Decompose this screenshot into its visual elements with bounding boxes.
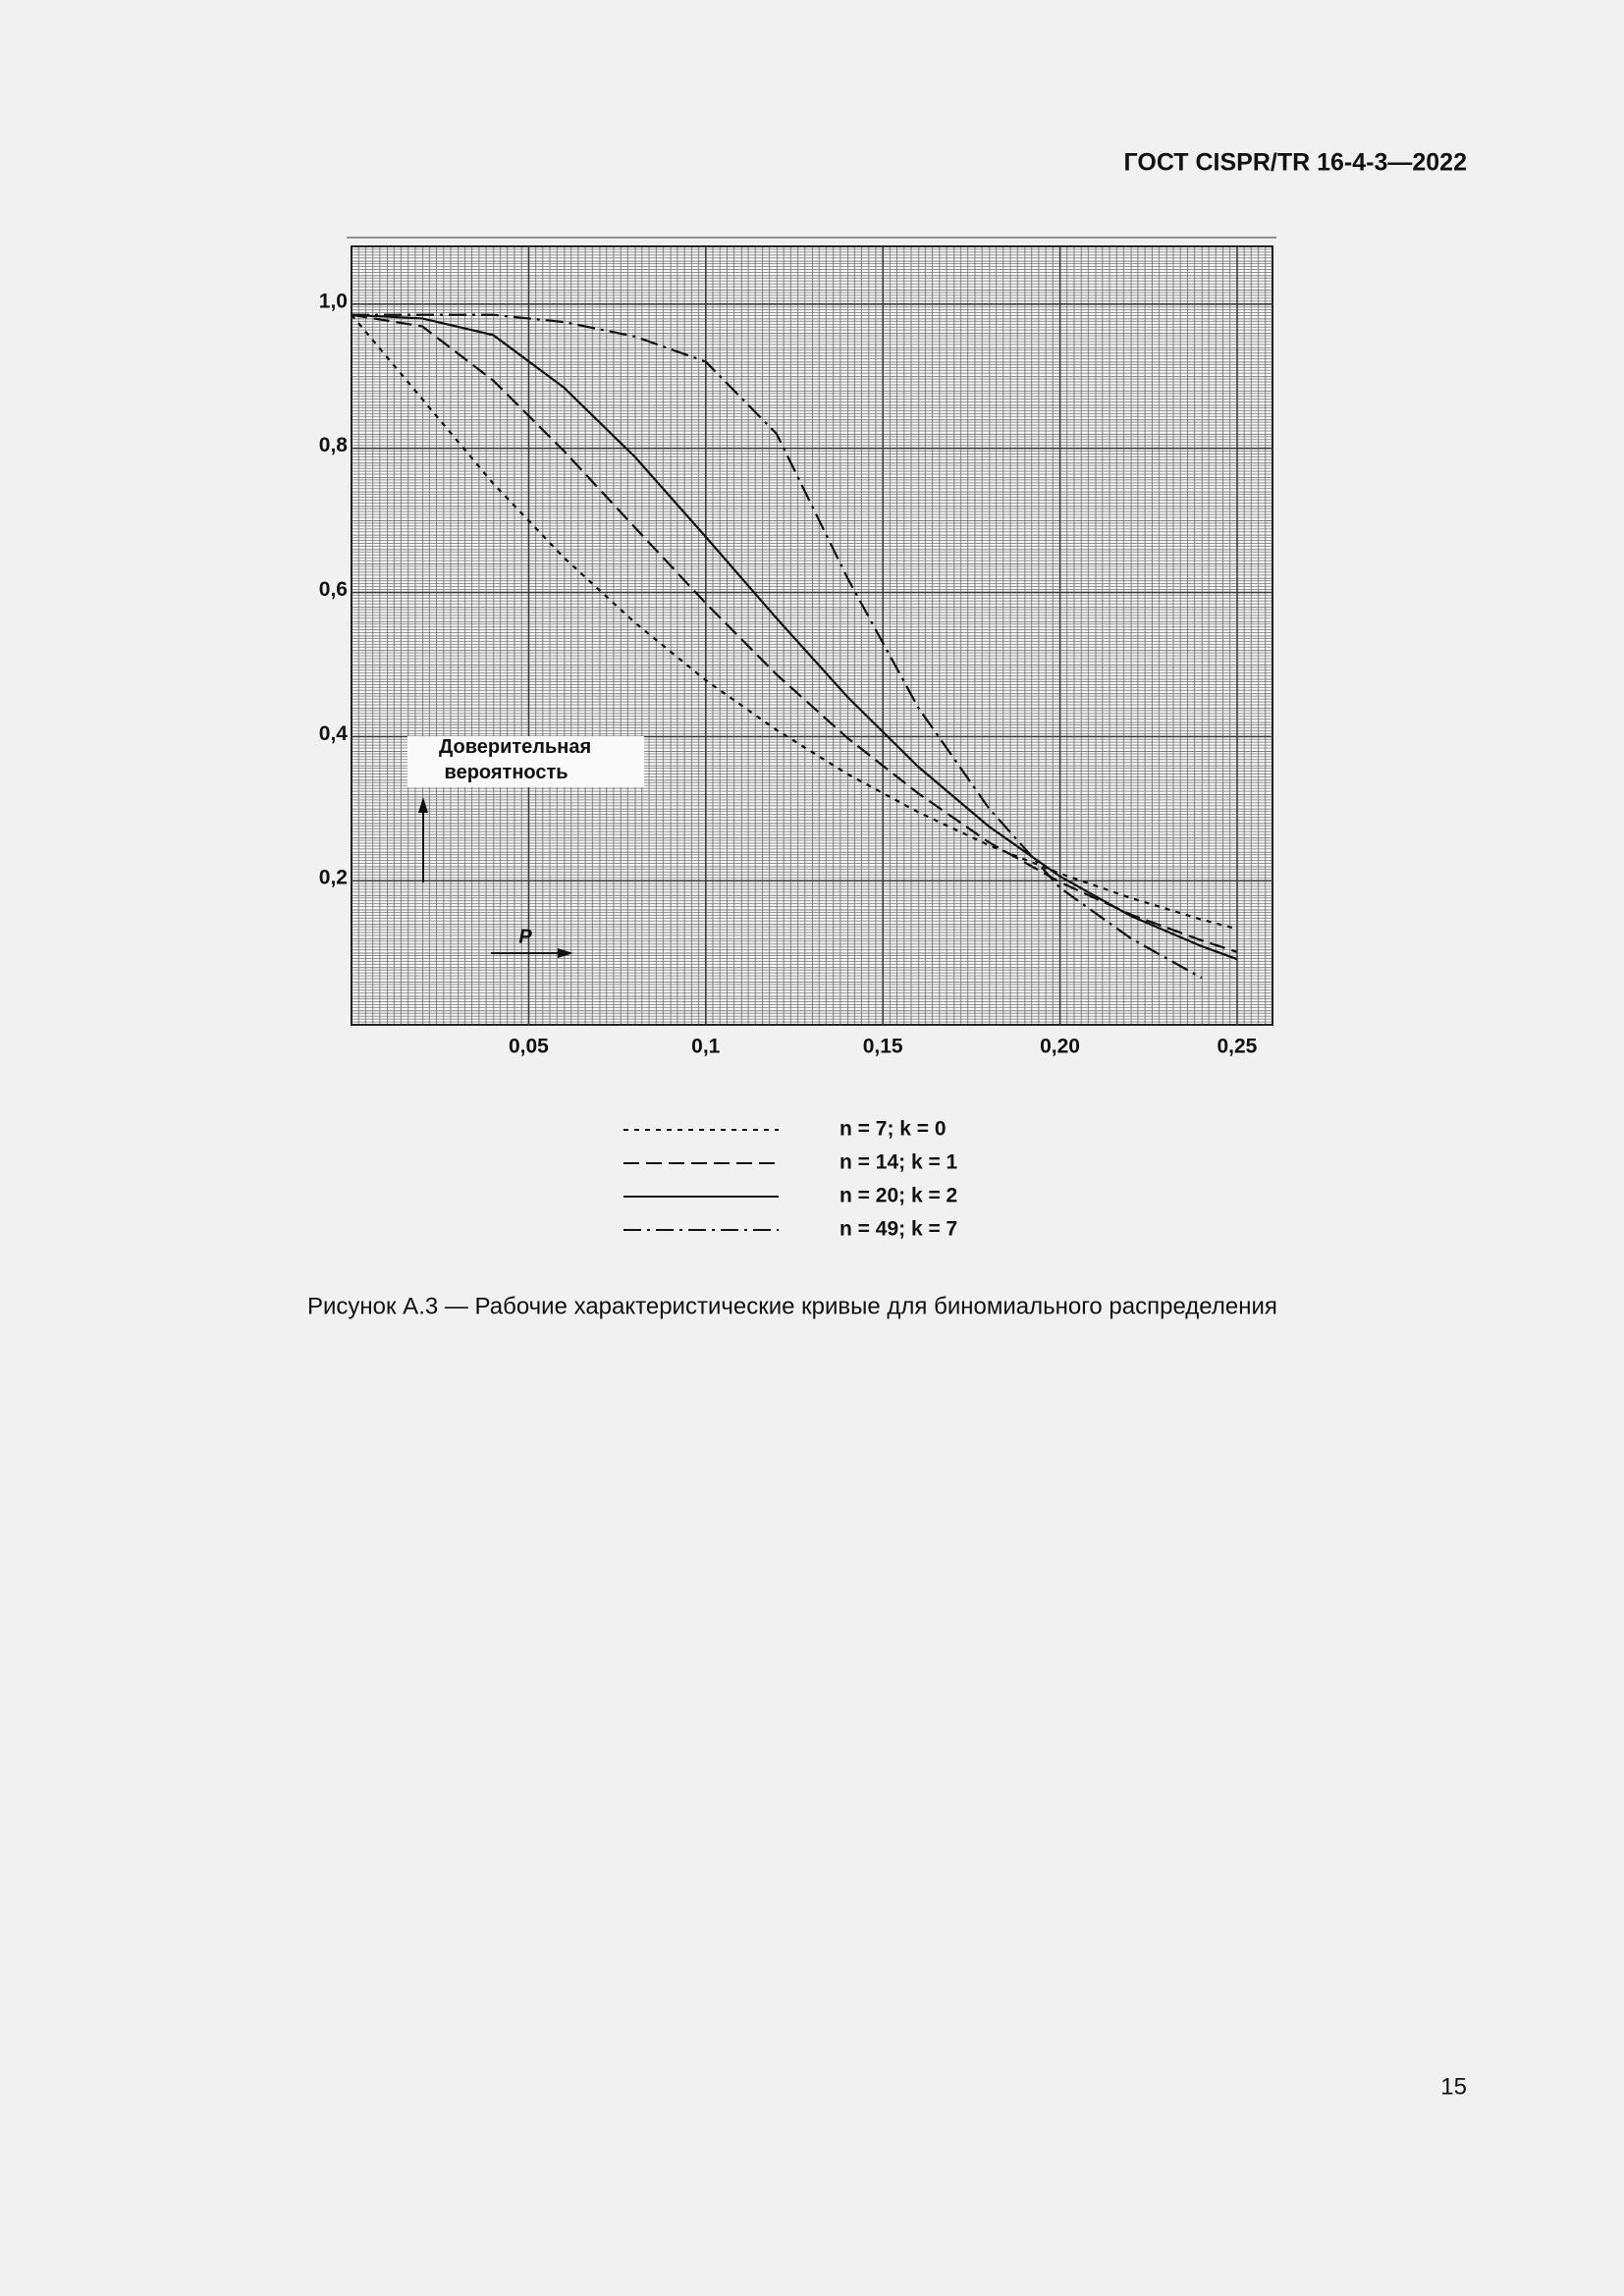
y-tick-label: 0,8 — [319, 434, 349, 456]
data-line — [351, 313, 1238, 953]
x-tick-label: 0,25 — [1217, 1036, 1257, 1058]
x-tick-label: 0,20 — [1040, 1036, 1080, 1058]
legend-label: n = 20; k = 2 — [839, 1185, 957, 1207]
x-tick-label: 0,1 — [691, 1036, 721, 1058]
data-line — [351, 314, 1238, 931]
legend-label: n = 14; k = 1 — [839, 1151, 958, 1174]
legend-label: n = 49; k = 7 — [839, 1218, 957, 1241]
graph-paper — [351, 245, 1273, 1026]
running-header: ГОСТ CISPR/TR 16-4-3—2022 — [1124, 149, 1467, 177]
figure-caption: Рисунок А.3 — Рабочие характеристические… — [307, 1293, 1277, 1319]
y-tick-label: 1,0 — [319, 290, 348, 312]
legend-label: n = 7; k = 0 — [839, 1118, 947, 1141]
y-tick-label: 0,2 — [319, 867, 348, 889]
x-tick-label: 0,15 — [863, 1036, 903, 1058]
x-axis-label: P — [518, 926, 532, 947]
x-tick-label: 0,05 — [509, 1036, 549, 1058]
y-axis-arrowhead — [418, 797, 428, 813]
data-line — [352, 313, 1203, 980]
y-tick-label: 0,6 — [319, 578, 348, 601]
y-tick-label: 0,4 — [319, 722, 349, 745]
annotation-box — [407, 736, 644, 787]
y-axis-label: Доверительная вероятность — [439, 736, 591, 783]
chart: 0,2 0,4 0,6 0,8 1,0 0,05 0,1 0,15 0,20 0,25 Довери… — [319, 245, 1273, 1058]
x-axis-arrowhead — [558, 948, 573, 958]
data-line — [351, 313, 1238, 961]
page-number: 15 — [1440, 2073, 1467, 2100]
